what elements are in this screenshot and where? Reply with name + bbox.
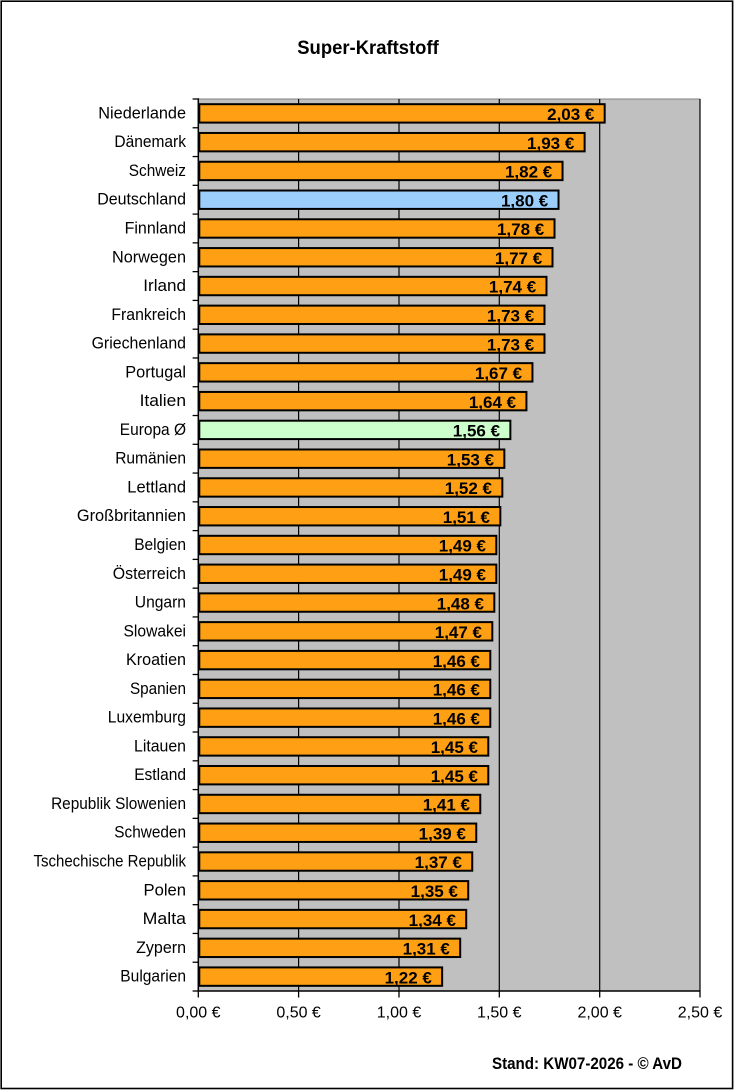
svg-text:Estland: Estland bbox=[134, 765, 186, 784]
svg-text:1,56 €: 1,56 € bbox=[453, 422, 501, 441]
svg-text:1,73 €: 1,73 € bbox=[487, 307, 535, 326]
svg-text:1,80 €: 1,80 € bbox=[501, 191, 549, 210]
svg-text:Republik Slowenien: Republik Slowenien bbox=[51, 794, 186, 813]
svg-text:Schweden: Schweden bbox=[114, 823, 186, 842]
svg-text:Kroatien: Kroatien bbox=[126, 650, 186, 669]
svg-text:1,22 €: 1,22 € bbox=[385, 968, 433, 987]
svg-text:1,45 €: 1,45 € bbox=[431, 738, 479, 757]
svg-text:1,82 €: 1,82 € bbox=[505, 163, 553, 182]
svg-text:Dänemark: Dänemark bbox=[114, 132, 186, 151]
svg-text:1,78 €: 1,78 € bbox=[497, 220, 545, 239]
svg-text:1,51 €: 1,51 € bbox=[443, 508, 491, 527]
svg-text:Lettland: Lettland bbox=[127, 477, 186, 496]
svg-text:Stand: KW07-2026 - © AvD: Stand: KW07-2026 - © AvD bbox=[492, 1054, 682, 1073]
svg-text:2,50 €: 2,50 € bbox=[678, 1004, 723, 1021]
svg-text:Super-Kraftstoff: Super-Kraftstoff bbox=[297, 38, 439, 59]
svg-text:1,35 €: 1,35 € bbox=[411, 882, 459, 901]
svg-text:1,50 €: 1,50 € bbox=[477, 1004, 522, 1021]
svg-text:Großbritannien: Großbritannien bbox=[77, 506, 186, 525]
svg-text:1,53 €: 1,53 € bbox=[447, 450, 495, 469]
svg-text:Europa Ø: Europa Ø bbox=[120, 420, 186, 439]
svg-text:Österreich: Österreich bbox=[113, 564, 186, 583]
svg-text:1,46 €: 1,46 € bbox=[433, 709, 481, 728]
svg-text:1,41 €: 1,41 € bbox=[423, 796, 471, 815]
svg-text:1,46 €: 1,46 € bbox=[433, 652, 481, 671]
svg-text:Griechenland: Griechenland bbox=[92, 334, 186, 353]
svg-text:1,39 €: 1,39 € bbox=[419, 824, 467, 843]
svg-text:1,77 €: 1,77 € bbox=[495, 249, 543, 268]
svg-text:Portugal: Portugal bbox=[125, 362, 186, 381]
svg-text:0,50 €: 0,50 € bbox=[276, 1004, 321, 1021]
svg-text:0,00 €: 0,00 € bbox=[176, 1004, 221, 1021]
svg-text:1,64 €: 1,64 € bbox=[469, 393, 517, 412]
svg-text:1,47 €: 1,47 € bbox=[435, 623, 483, 642]
svg-text:1,48 €: 1,48 € bbox=[437, 594, 485, 613]
svg-text:1,46 €: 1,46 € bbox=[433, 681, 481, 700]
svg-text:Italien: Italien bbox=[140, 391, 186, 410]
svg-text:Deutschland: Deutschland bbox=[97, 190, 186, 209]
svg-text:1,31 €: 1,31 € bbox=[403, 940, 451, 959]
svg-text:Slowakei: Slowakei bbox=[124, 621, 187, 640]
svg-text:Niederlande: Niederlande bbox=[98, 103, 186, 122]
svg-text:2,00 €: 2,00 € bbox=[577, 1004, 622, 1021]
svg-text:1,73 €: 1,73 € bbox=[487, 335, 535, 354]
svg-text:Luxemburg: Luxemburg bbox=[108, 708, 186, 727]
svg-text:Tschechische Republik: Tschechische Republik bbox=[34, 852, 187, 871]
svg-text:Schweiz: Schweiz bbox=[129, 161, 186, 180]
svg-text:1,67 €: 1,67 € bbox=[475, 364, 523, 383]
svg-text:Bulgarien: Bulgarien bbox=[120, 967, 186, 986]
svg-text:Rumänien: Rumänien bbox=[115, 449, 186, 468]
svg-text:Spanien: Spanien bbox=[130, 679, 186, 698]
svg-text:1,34 €: 1,34 € bbox=[409, 911, 457, 930]
svg-text:1,74 €: 1,74 € bbox=[489, 278, 537, 297]
svg-text:1,45 €: 1,45 € bbox=[431, 767, 479, 786]
svg-text:Zypern: Zypern bbox=[136, 938, 186, 957]
svg-text:Ungarn: Ungarn bbox=[135, 593, 186, 612]
svg-text:1,52 €: 1,52 € bbox=[445, 479, 493, 498]
svg-text:Malta: Malta bbox=[143, 909, 187, 928]
svg-text:1,00 €: 1,00 € bbox=[377, 1004, 422, 1021]
svg-text:1,37 €: 1,37 € bbox=[415, 853, 463, 872]
svg-text:2,03 €: 2,03 € bbox=[547, 105, 595, 124]
svg-text:Norwegen: Norwegen bbox=[112, 247, 186, 266]
svg-text:Litauen: Litauen bbox=[134, 736, 186, 755]
svg-text:1,49 €: 1,49 € bbox=[439, 537, 487, 556]
svg-text:1,93 €: 1,93 € bbox=[527, 134, 575, 153]
svg-text:1,49 €: 1,49 € bbox=[439, 565, 487, 584]
svg-text:Belgien: Belgien bbox=[134, 535, 186, 554]
svg-text:Frankreich: Frankreich bbox=[111, 305, 186, 324]
svg-text:Finnland: Finnland bbox=[125, 218, 186, 237]
svg-text:Polen: Polen bbox=[144, 880, 187, 899]
svg-text:Irland: Irland bbox=[143, 276, 186, 295]
